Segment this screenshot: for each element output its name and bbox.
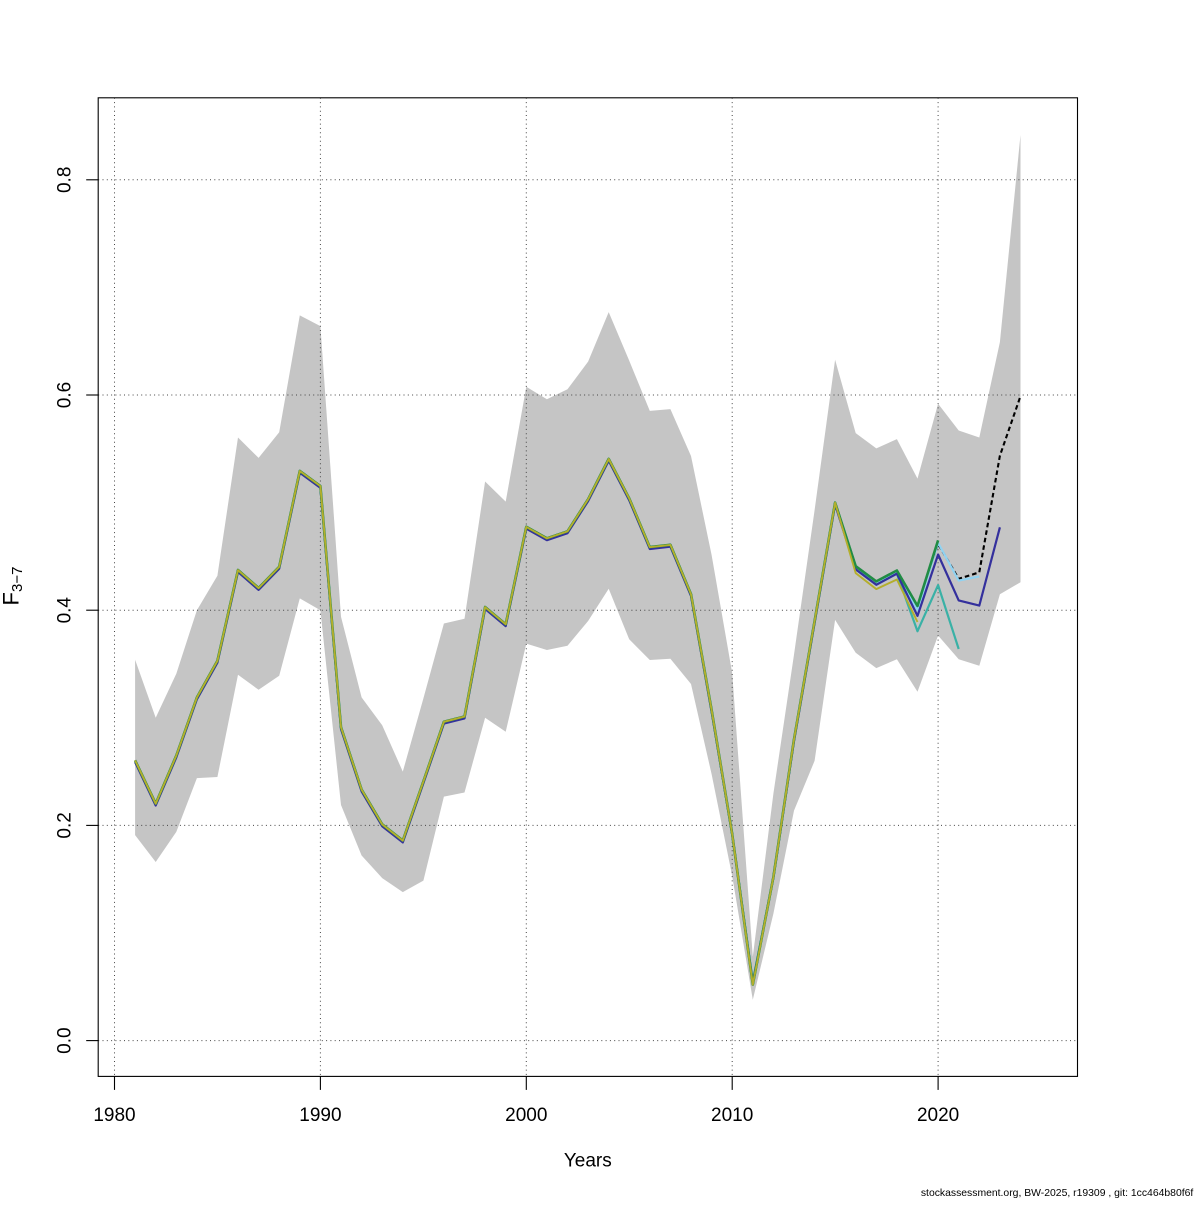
- svg-text:stockassessment.org, BW-2025,: stockassessment.org, BW-2025, r19309 , g…: [921, 1188, 1194, 1199]
- svg-text:0.2: 0.2: [55, 812, 76, 838]
- svg-text:2000: 2000: [505, 1105, 547, 1126]
- svg-text:Years: Years: [564, 1151, 612, 1172]
- svg-text:1990: 1990: [299, 1105, 341, 1126]
- svg-text:0.0: 0.0: [55, 1027, 76, 1053]
- svg-text:2010: 2010: [711, 1105, 753, 1126]
- svg-text:1980: 1980: [93, 1105, 135, 1126]
- svg-text:0.6: 0.6: [55, 382, 76, 408]
- svg-text:0.8: 0.8: [55, 167, 76, 193]
- svg-text:0.4: 0.4: [55, 597, 76, 624]
- svg-text:2020: 2020: [917, 1105, 959, 1126]
